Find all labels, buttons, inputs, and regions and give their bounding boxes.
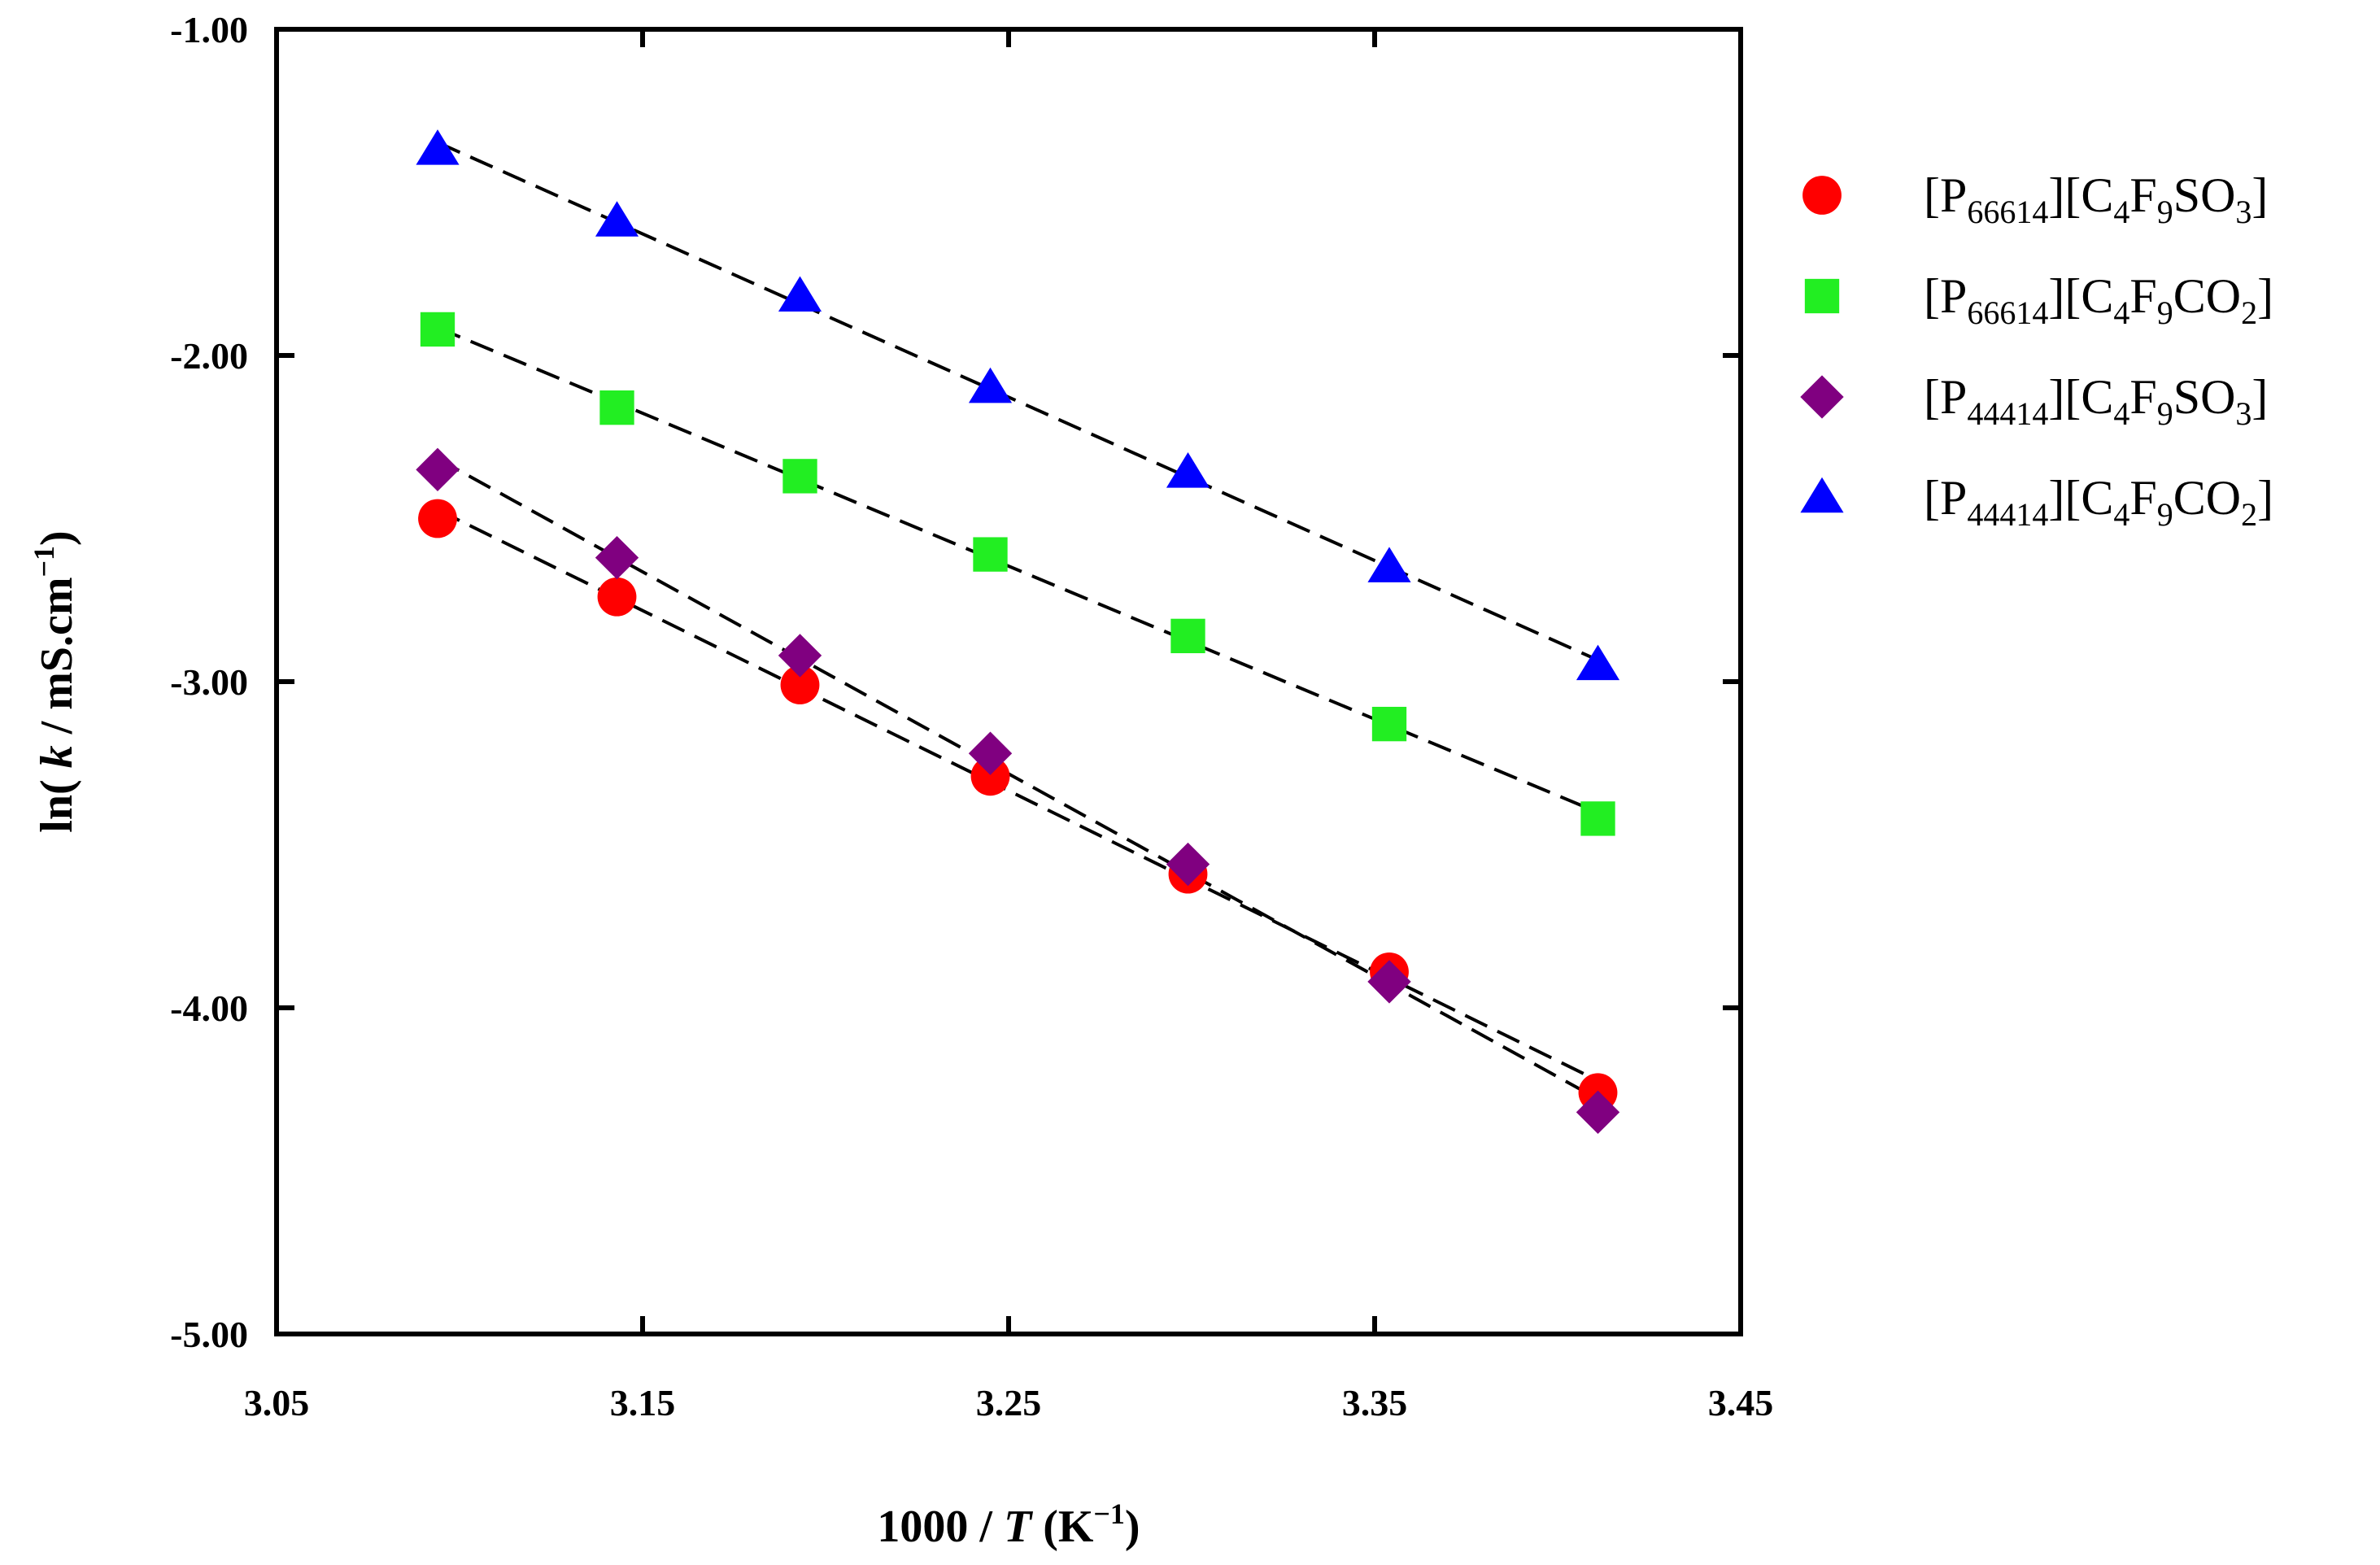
y-tick-label: -4.00 bbox=[170, 987, 248, 1029]
data-markers bbox=[416, 129, 1620, 1134]
data-point bbox=[595, 535, 639, 580]
series-p66614-c4f9co2 bbox=[420, 312, 1615, 836]
y-tick-label: -5.00 bbox=[170, 1314, 248, 1355]
data-point bbox=[416, 129, 460, 165]
x-tick-label: 3.05 bbox=[244, 1382, 310, 1423]
legend-item-p44414-c4f9so3: [P44414][C4F9SO3] bbox=[1800, 370, 2268, 432]
data-point bbox=[1580, 801, 1615, 836]
legend-label: [P66614][C4F9CO2] bbox=[1924, 269, 2273, 331]
data-point bbox=[782, 459, 817, 494]
data-point bbox=[968, 731, 1013, 775]
x-tick-label: 3.45 bbox=[1708, 1382, 1774, 1423]
data-point bbox=[416, 447, 460, 492]
x-tick-label: 3.15 bbox=[610, 1382, 676, 1423]
y-tick-label: -3.00 bbox=[170, 661, 248, 703]
series-p44414-c4f9so3 bbox=[416, 447, 1620, 1134]
data-point bbox=[970, 756, 1010, 796]
data-point bbox=[599, 390, 634, 425]
data-point bbox=[1576, 644, 1620, 681]
legend-item-p44414-c4f9co2: [P44414][C4F9CO2] bbox=[1800, 471, 2273, 533]
legend-marker bbox=[1804, 278, 1840, 314]
series-p66614-c4f9so3 bbox=[418, 499, 1618, 1113]
x-tick-label: 3.35 bbox=[1342, 1382, 1408, 1423]
data-point bbox=[418, 499, 457, 538]
legend-item-p66614-c4f9so3: [P66614][C4F9SO3] bbox=[1802, 168, 2268, 230]
data-point bbox=[780, 665, 820, 704]
data-point bbox=[595, 201, 639, 237]
data-point bbox=[1367, 960, 1411, 1004]
legend-label: [P66614][C4F9SO3] bbox=[1924, 168, 2268, 230]
legend-marker bbox=[1802, 176, 1842, 215]
x-axis-title: 1000 / T (K−1) bbox=[877, 1497, 1140, 1552]
data-point bbox=[973, 537, 1008, 572]
fit-lines bbox=[437, 141, 1599, 1101]
legend-marker bbox=[1800, 477, 1844, 513]
data-point bbox=[420, 312, 456, 347]
y-tick-label: -1.00 bbox=[170, 9, 248, 50]
data-point bbox=[778, 276, 822, 312]
data-point bbox=[1371, 706, 1407, 742]
legend: [P66614][C4F9SO3] [P66614][C4F9CO2] [P4441… bbox=[1800, 168, 2273, 533]
legend-marker bbox=[1800, 375, 1844, 419]
data-point bbox=[597, 577, 637, 617]
data-point bbox=[1576, 1090, 1620, 1134]
legend-label: [P44414][C4F9SO3] bbox=[1924, 370, 2268, 432]
axes: 3.05 3.15 3.25 3.35 3.45 -5.00 -4.00 -3.00 -2.00… bbox=[28, 9, 1773, 1552]
fit-line-p44414-c4f9so3 bbox=[437, 457, 1599, 1101]
y-tick-label: -2.00 bbox=[170, 335, 248, 377]
series-p44414-c4f9co2 bbox=[416, 129, 1620, 681]
data-point bbox=[1166, 452, 1210, 488]
data-point bbox=[968, 367, 1013, 403]
plot-frame bbox=[274, 27, 1743, 1336]
data-point bbox=[1170, 618, 1205, 654]
x-tick-label: 3.25 bbox=[976, 1382, 1042, 1423]
data-point bbox=[778, 634, 822, 678]
legend-item-p66614-c4f9co2: [P66614][C4F9CO2] bbox=[1804, 269, 2273, 331]
data-point bbox=[1367, 547, 1411, 582]
legend-label: [P44414][C4F9CO2] bbox=[1924, 471, 2273, 533]
y-axis-title: ln( k / mS.cm−1) bbox=[28, 530, 82, 832]
data-point bbox=[1166, 842, 1210, 887]
